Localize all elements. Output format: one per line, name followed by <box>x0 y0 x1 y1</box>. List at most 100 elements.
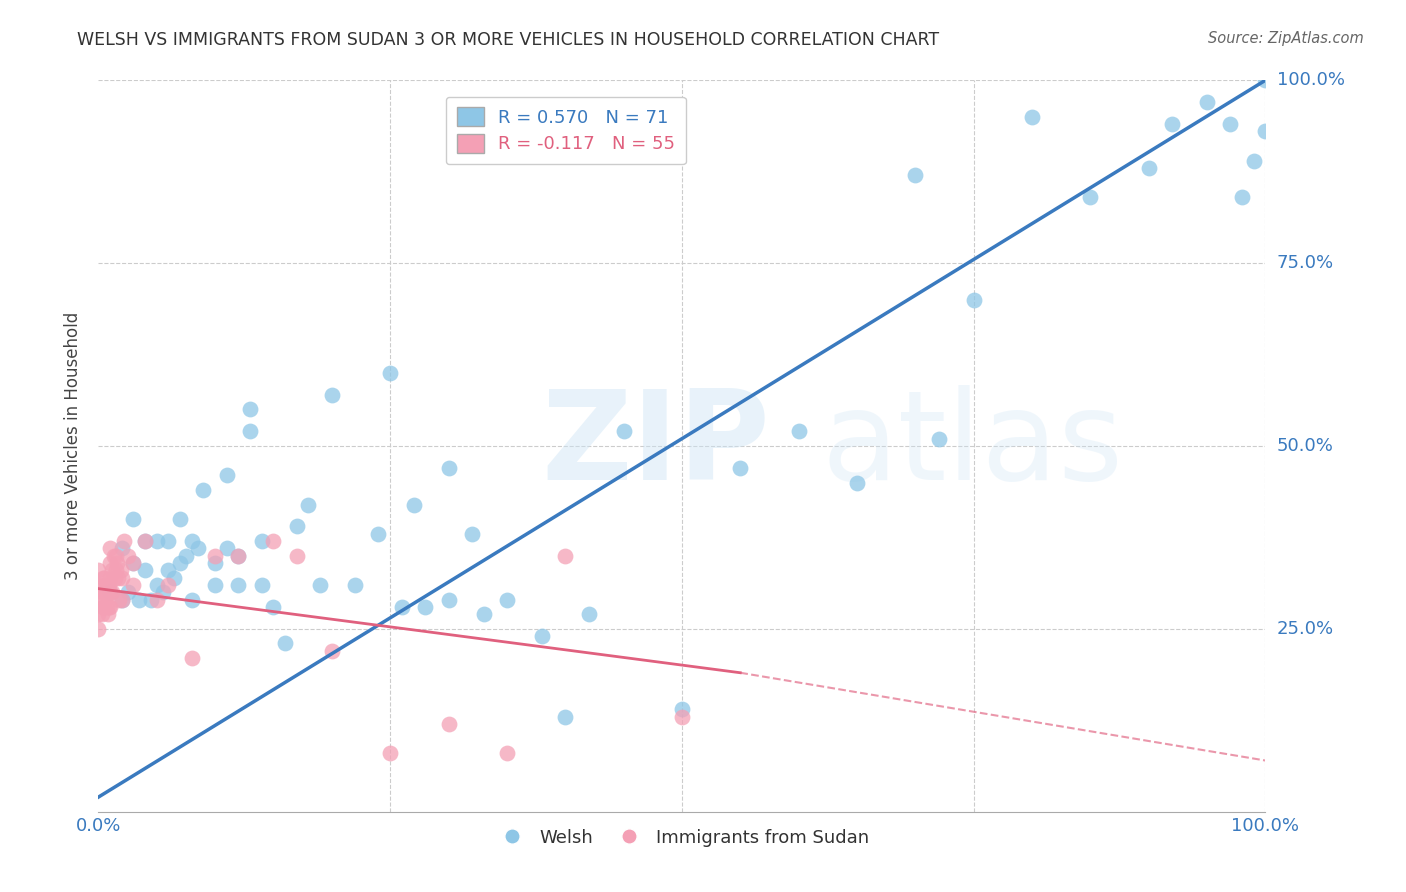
Point <box>87 592 110 607</box>
Point <box>239 425 262 439</box>
Point <box>846 475 869 490</box>
Point <box>98 599 121 614</box>
Point <box>321 388 343 402</box>
Point <box>97 578 120 592</box>
Point <box>437 592 460 607</box>
Point <box>104 549 127 563</box>
Point <box>285 549 308 563</box>
Text: 100.0%: 100.0% <box>1277 71 1344 89</box>
Point <box>391 599 413 614</box>
Point <box>111 592 134 607</box>
Point <box>180 592 202 607</box>
Point <box>262 599 284 614</box>
Point <box>98 571 121 585</box>
Point <box>152 585 174 599</box>
Point <box>101 563 124 577</box>
Point <box>93 571 115 585</box>
Point <box>215 468 238 483</box>
Point <box>97 607 120 622</box>
Point <box>174 549 197 563</box>
Point <box>215 541 238 556</box>
Text: WELSH VS IMMIGRANTS FROM SUDAN 3 OR MORE VEHICLES IN HOUSEHOLD CORRELATION CHART: WELSH VS IMMIGRANTS FROM SUDAN 3 OR MORE… <box>77 31 939 49</box>
Point <box>928 432 950 446</box>
Point <box>108 592 131 607</box>
Point <box>111 571 134 585</box>
Text: ZIP: ZIP <box>541 385 770 507</box>
Point <box>107 571 129 585</box>
Point <box>309 578 332 592</box>
Point <box>87 622 110 636</box>
Point <box>1219 117 1241 131</box>
Point <box>112 534 135 549</box>
Point <box>228 549 250 563</box>
Point <box>122 556 145 570</box>
Point <box>101 585 124 599</box>
Point <box>134 534 156 549</box>
Point <box>122 512 145 526</box>
Point <box>250 534 273 549</box>
Point <box>98 585 121 599</box>
Point <box>413 599 436 614</box>
Point <box>787 425 810 439</box>
Point <box>97 585 120 599</box>
Point <box>157 578 180 592</box>
Point <box>228 549 250 563</box>
Point <box>111 541 134 556</box>
Point <box>94 578 117 592</box>
Point <box>117 549 139 563</box>
Point <box>128 592 150 607</box>
Point <box>146 534 169 549</box>
Text: 75.0%: 75.0% <box>1277 254 1334 272</box>
Point <box>96 585 118 599</box>
Point <box>187 541 209 556</box>
Point <box>180 534 202 549</box>
Point <box>274 636 297 650</box>
Point <box>1195 95 1218 110</box>
Point <box>239 402 262 417</box>
Point <box>98 556 121 570</box>
Point <box>87 563 110 577</box>
Point <box>103 549 125 563</box>
Point <box>367 526 389 541</box>
Point <box>105 556 128 570</box>
Point <box>1161 117 1184 131</box>
Point <box>1243 153 1265 168</box>
Point <box>87 607 110 622</box>
Point <box>344 578 367 592</box>
Point <box>262 534 284 549</box>
Point <box>146 592 169 607</box>
Point <box>472 607 495 622</box>
Point <box>146 578 169 592</box>
Point <box>104 571 127 585</box>
Point <box>111 592 134 607</box>
Point <box>671 709 693 723</box>
Point <box>204 556 226 570</box>
Point <box>193 483 215 497</box>
Legend: Welsh, Immigrants from Sudan: Welsh, Immigrants from Sudan <box>486 822 877 854</box>
Point <box>180 651 202 665</box>
Text: Source: ZipAtlas.com: Source: ZipAtlas.com <box>1208 31 1364 46</box>
Point <box>613 425 636 439</box>
Y-axis label: 3 or more Vehicles in Household: 3 or more Vehicles in Household <box>65 312 83 580</box>
Point <box>285 519 308 533</box>
Point <box>204 549 226 563</box>
Point <box>94 592 117 607</box>
Point <box>139 592 162 607</box>
Point <box>157 534 180 549</box>
Point <box>91 571 114 585</box>
Point <box>380 366 402 380</box>
Point <box>96 599 118 614</box>
Point <box>671 702 693 716</box>
Point <box>1254 124 1277 138</box>
Point <box>380 746 402 760</box>
Point <box>98 541 121 556</box>
Point <box>93 599 115 614</box>
Point <box>93 585 115 599</box>
Point <box>97 599 120 614</box>
Point <box>496 746 519 760</box>
Point <box>1021 110 1043 124</box>
Point <box>90 585 112 599</box>
Point <box>134 563 156 577</box>
Point <box>962 293 984 307</box>
Point <box>122 578 145 592</box>
